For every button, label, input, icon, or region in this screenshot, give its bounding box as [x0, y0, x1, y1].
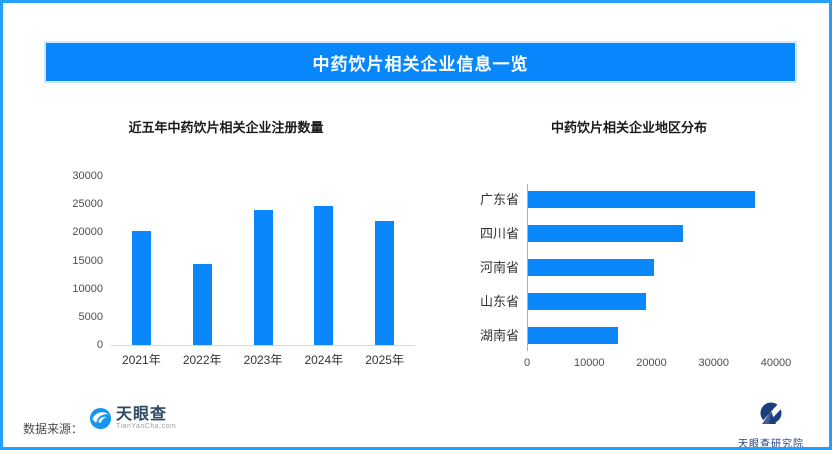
- right-chart-axis-line: [527, 184, 528, 351]
- category-label: 山东省: [479, 294, 519, 309]
- x-axis-label: 2023年: [243, 353, 283, 367]
- x-axis-tick: 30000: [698, 357, 730, 369]
- x-axis-tick: 40000: [760, 357, 792, 369]
- x-axis-label: 2021年: [122, 353, 161, 367]
- bar-2022年: [192, 264, 212, 345]
- y-axis-tick: 20000: [72, 226, 103, 239]
- data-source-label: 数据来源：: [23, 422, 84, 436]
- bar-四川省: [528, 225, 683, 242]
- x-axis-tick: 0: [523, 357, 531, 369]
- bar-河南省: [528, 259, 655, 276]
- right-chart-plot: [528, 191, 778, 361]
- bar-2024年: [314, 206, 334, 345]
- x-axis-label: 2024年: [304, 353, 344, 367]
- x-axis-label: 2025年: [365, 353, 404, 367]
- bar-山东省: [528, 293, 646, 310]
- left-chart-y-axis: 0 5000 10000 15000 20000 25000 30000: [59, 170, 103, 351]
- institute-logo: 天眼查研究院: [723, 402, 819, 450]
- y-axis-tick: 10000: [72, 282, 103, 295]
- tianyancha-wordmark: 天眼查: [116, 406, 168, 423]
- institute-name: 天眼查研究院: [738, 439, 804, 450]
- y-axis-tick: 5000: [78, 310, 103, 323]
- bar-2025年: [375, 220, 395, 345]
- bar-2021年: [131, 231, 151, 345]
- y-axis-tick: 30000: [72, 170, 103, 182]
- y-axis-tick: 0: [96, 339, 103, 351]
- tianyancha-logo: 天眼查 TianYanCha.com: [89, 407, 176, 430]
- right-chart-x-axis: 0 10000 20000 30000 40000: [523, 357, 791, 371]
- right-chart-title: 中药饮片相关企业地区分布: [550, 120, 707, 135]
- tianyancha-logo-icon: [89, 407, 112, 430]
- x-axis-label: 2022年: [182, 353, 222, 367]
- category-label: 四川省: [479, 226, 519, 241]
- category-label: 河南省: [479, 260, 519, 275]
- page-title: 中药饮片相关企业信息一览: [312, 54, 529, 74]
- y-axis-tick: 15000: [72, 254, 103, 267]
- institute-logo-icon: [758, 402, 782, 428]
- bar-2023年: [253, 209, 273, 345]
- x-axis-tick: 20000: [636, 357, 667, 369]
- left-chart-x-axis: 2021年 2022年 2023年 2024年 2025年: [111, 351, 415, 367]
- category-label: 湖南省: [479, 328, 519, 343]
- bar-广东省: [528, 191, 755, 208]
- category-label: 广东省: [479, 192, 519, 207]
- bar-湖南省: [528, 327, 618, 344]
- y-axis-tick: 25000: [72, 198, 103, 211]
- tianyancha-domain: TianYanCha.com: [116, 423, 177, 430]
- right-chart-category-axis: 广东省四川省河南省山东省湖南省: [471, 191, 519, 361]
- header-banner: 中药饮片相关企业信息一览: [46, 43, 795, 81]
- x-axis-tick: 10000: [573, 357, 605, 369]
- left-chart-plot: [111, 176, 415, 346]
- left-chart-title: 近五年中药饮片相关企业注册数量: [128, 120, 324, 135]
